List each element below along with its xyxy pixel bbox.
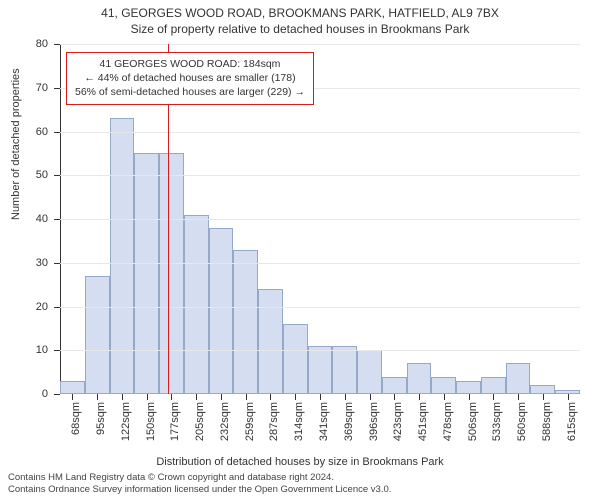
x-tick-label: 205sqm xyxy=(194,402,206,441)
x-tick-label: 423sqm xyxy=(392,402,404,441)
bar xyxy=(258,289,283,394)
x-tick-label: 396sqm xyxy=(368,402,380,441)
annotation-box: 41 GEORGES WOOD ROAD: 184sqm ← 44% of de… xyxy=(66,52,314,105)
x-tick-label: 451sqm xyxy=(417,402,429,441)
y-tick-label: 30 xyxy=(18,257,48,269)
x-tick-mark xyxy=(246,394,247,400)
bar xyxy=(382,377,407,395)
bar xyxy=(357,350,382,394)
bar xyxy=(431,377,456,395)
x-tick-mark xyxy=(419,394,420,400)
y-tick-mark xyxy=(54,307,60,308)
y-tick-mark xyxy=(54,88,60,89)
y-tick-label: 20 xyxy=(18,301,48,313)
x-tick-mark xyxy=(568,394,569,400)
y-tick-label: 60 xyxy=(18,126,48,138)
x-tick-label: 122sqm xyxy=(120,402,132,441)
annotation-line-1: 41 GEORGES WOOD ROAD: 184sqm xyxy=(75,57,305,71)
y-tick-label: 0 xyxy=(18,388,48,400)
x-tick-mark xyxy=(147,394,148,400)
x-tick-mark xyxy=(444,394,445,400)
page-title-line2: Size of property relative to detached ho… xyxy=(0,20,600,36)
x-tick-label: 314sqm xyxy=(293,402,305,441)
x-tick-label: 150sqm xyxy=(145,402,157,441)
bar xyxy=(506,363,531,394)
grid-line xyxy=(60,350,580,351)
x-tick-label: 588sqm xyxy=(541,402,553,441)
bar xyxy=(233,250,258,394)
grid-line xyxy=(60,219,580,220)
x-tick-label: 68sqm xyxy=(70,402,82,435)
bar xyxy=(283,324,308,394)
y-tick-label: 80 xyxy=(18,38,48,50)
annotation-line-3: 56% of semi-detached houses are larger (… xyxy=(75,85,305,99)
x-tick-label: 341sqm xyxy=(318,402,330,441)
x-tick-mark xyxy=(72,394,73,400)
x-tick-label: 615sqm xyxy=(566,402,578,441)
x-tick-label: 369sqm xyxy=(343,402,355,441)
annotation-line-2: ← 44% of detached houses are smaller (17… xyxy=(75,71,305,85)
x-tick-mark xyxy=(543,394,544,400)
x-tick-label: 232sqm xyxy=(219,402,231,441)
page-title-line1: 41, GEORGES WOOD ROAD, BROOKMANS PARK, H… xyxy=(0,0,600,20)
bar xyxy=(481,377,506,395)
y-tick-mark xyxy=(54,44,60,45)
attribution-line-2: Contains Ordnance Survey information lic… xyxy=(8,484,391,496)
x-tick-mark xyxy=(493,394,494,400)
x-tick-mark xyxy=(122,394,123,400)
bar xyxy=(184,215,209,394)
y-tick-mark xyxy=(54,219,60,220)
x-tick-mark xyxy=(394,394,395,400)
chart-plot: 01020304050607080 68sqm95sqm122sqm150sqm… xyxy=(60,44,580,394)
x-tick-label: 506sqm xyxy=(467,402,479,441)
x-tick-label: 259sqm xyxy=(244,402,256,441)
x-tick-mark xyxy=(171,394,172,400)
bar xyxy=(332,346,357,394)
bar xyxy=(308,346,333,394)
bar xyxy=(85,276,110,394)
x-tick-label: 533sqm xyxy=(491,402,503,441)
y-tick-mark xyxy=(54,350,60,351)
x-tick-label: 560sqm xyxy=(516,402,528,441)
y-tick-mark xyxy=(54,263,60,264)
y-tick-mark xyxy=(54,132,60,133)
x-tick-label: 95sqm xyxy=(95,402,107,435)
bar xyxy=(110,118,135,394)
x-tick-label: 478sqm xyxy=(442,402,454,441)
grid-line xyxy=(60,263,580,264)
attribution-line-1: Contains HM Land Registry data © Crown c… xyxy=(8,472,391,484)
x-tick-mark xyxy=(221,394,222,400)
bar xyxy=(530,385,555,394)
bar xyxy=(407,363,432,394)
grid-line xyxy=(60,44,580,45)
bar xyxy=(159,153,184,394)
x-tick-mark xyxy=(320,394,321,400)
x-tick-mark xyxy=(295,394,296,400)
x-tick-mark xyxy=(196,394,197,400)
grid-line xyxy=(60,307,580,308)
x-axis-label: Distribution of detached houses by size … xyxy=(0,456,600,468)
grid-line xyxy=(60,175,580,176)
x-tick-label: 177sqm xyxy=(169,402,181,441)
x-tick-mark xyxy=(270,394,271,400)
x-tick-mark xyxy=(518,394,519,400)
x-tick-mark xyxy=(97,394,98,400)
x-tick-mark xyxy=(469,394,470,400)
y-tick-label: 40 xyxy=(18,213,48,225)
bar xyxy=(209,228,234,394)
bar xyxy=(60,381,85,394)
attribution: Contains HM Land Registry data © Crown c… xyxy=(8,472,391,496)
y-tick-label: 70 xyxy=(18,82,48,94)
x-tick-mark xyxy=(345,394,346,400)
x-tick-mark xyxy=(370,394,371,400)
bar xyxy=(456,381,481,394)
bar xyxy=(134,153,159,394)
y-tick-label: 10 xyxy=(18,344,48,356)
y-tick-mark xyxy=(54,394,60,395)
y-tick-label: 50 xyxy=(18,169,48,181)
x-tick-label: 287sqm xyxy=(268,402,280,441)
grid-line xyxy=(60,132,580,133)
y-tick-mark xyxy=(54,175,60,176)
